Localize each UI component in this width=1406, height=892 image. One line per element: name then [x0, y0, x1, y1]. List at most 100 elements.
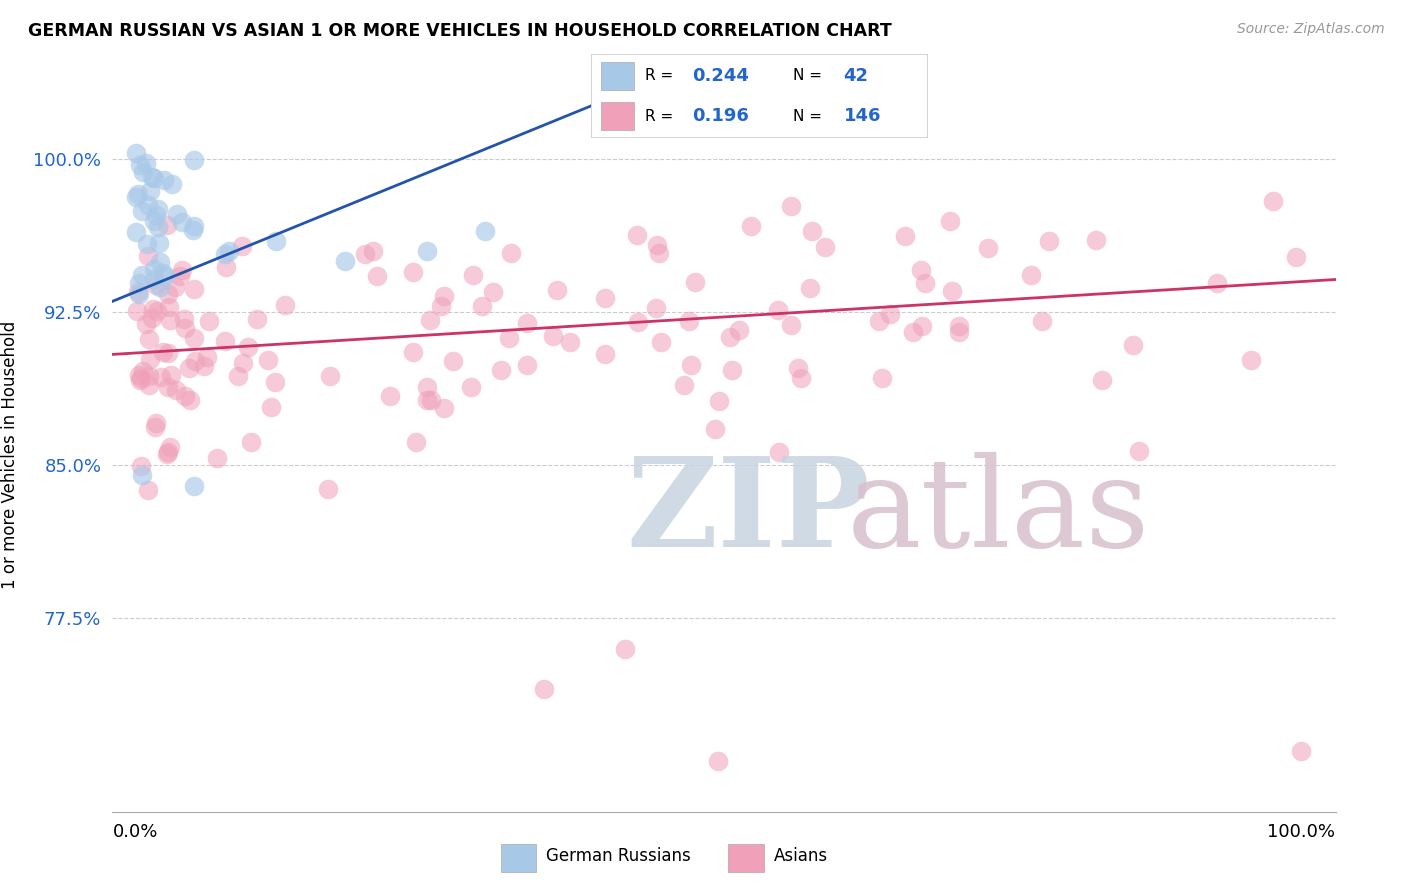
Point: [335, 254, 357, 268]
Point: [139, 184, 162, 198]
Point: [541, 328, 564, 343]
Point: [977, 241, 1000, 255]
Point: [703, 422, 725, 436]
Point: [416, 392, 439, 407]
Point: [128, 276, 150, 290]
Text: N =: N =: [793, 109, 823, 123]
Point: [354, 246, 377, 260]
Point: [405, 435, 427, 450]
Point: [165, 384, 187, 398]
Point: [471, 299, 494, 313]
Point: [498, 331, 520, 345]
Point: [366, 268, 388, 283]
Point: [129, 458, 152, 473]
Point: [156, 346, 179, 360]
Point: [482, 285, 505, 299]
Point: [614, 641, 637, 656]
Point: [159, 313, 181, 327]
Point: [146, 220, 169, 235]
Point: [546, 283, 568, 297]
Point: [707, 754, 730, 768]
Point: [780, 318, 803, 332]
Point: [138, 369, 160, 384]
Point: [787, 361, 810, 376]
Point: [156, 218, 179, 232]
Point: [138, 377, 160, 392]
Point: [141, 311, 163, 326]
Point: [626, 227, 648, 242]
Point: [1091, 373, 1114, 387]
Point: [869, 314, 891, 328]
Point: [159, 440, 181, 454]
Point: [948, 318, 970, 333]
Point: [214, 246, 236, 260]
Point: [718, 330, 741, 344]
Point: [149, 280, 172, 294]
Point: [433, 289, 456, 303]
Point: [264, 375, 287, 389]
Point: [195, 350, 218, 364]
Text: N =: N =: [793, 69, 823, 83]
Point: [148, 236, 170, 251]
Point: [143, 261, 166, 276]
FancyBboxPatch shape: [591, 54, 928, 138]
Point: [129, 373, 152, 387]
Point: [157, 300, 180, 314]
Point: [672, 378, 695, 392]
Point: [799, 281, 821, 295]
Point: [170, 263, 193, 277]
Text: 42: 42: [844, 67, 869, 85]
Point: [380, 389, 402, 403]
Point: [474, 224, 496, 238]
Point: [650, 335, 672, 350]
Point: [645, 238, 668, 252]
Point: [441, 354, 464, 368]
Point: [801, 224, 824, 238]
Point: [226, 369, 249, 384]
Point: [143, 213, 166, 227]
Point: [173, 312, 195, 326]
Point: [870, 370, 893, 384]
Point: [131, 468, 153, 483]
Point: [172, 214, 194, 228]
Point: [740, 219, 762, 234]
Point: [1031, 314, 1053, 328]
Point: [174, 389, 197, 403]
Point: [257, 353, 280, 368]
Point: [683, 275, 706, 289]
Point: [131, 165, 153, 179]
Point: [433, 401, 456, 416]
Text: German Russians: German Russians: [546, 847, 690, 865]
Point: [127, 186, 149, 201]
Point: [135, 318, 157, 332]
Point: [1128, 444, 1150, 458]
Point: [648, 246, 671, 260]
Point: [246, 312, 269, 326]
Point: [135, 237, 157, 252]
Point: [136, 483, 159, 497]
Point: [207, 451, 229, 466]
Point: [131, 203, 153, 218]
Point: [146, 303, 169, 318]
Point: [128, 287, 150, 301]
Point: [1285, 250, 1308, 264]
Point: [768, 302, 790, 317]
Point: [274, 298, 297, 312]
Point: [136, 198, 159, 212]
Y-axis label: 1 or more Vehicles in Household: 1 or more Vehicles in Household: [1, 321, 20, 589]
Point: [156, 447, 179, 461]
Point: [910, 318, 932, 333]
Point: [516, 358, 538, 372]
Point: [125, 304, 148, 318]
Point: [558, 335, 581, 350]
Point: [183, 153, 205, 167]
Point: [901, 325, 924, 339]
Point: [183, 331, 205, 345]
Point: [184, 354, 207, 368]
Point: [1085, 233, 1108, 247]
Bar: [600, 103, 634, 130]
Point: [125, 190, 148, 204]
Text: 0.244: 0.244: [692, 67, 748, 85]
Point: [183, 282, 205, 296]
Point: [239, 434, 262, 449]
